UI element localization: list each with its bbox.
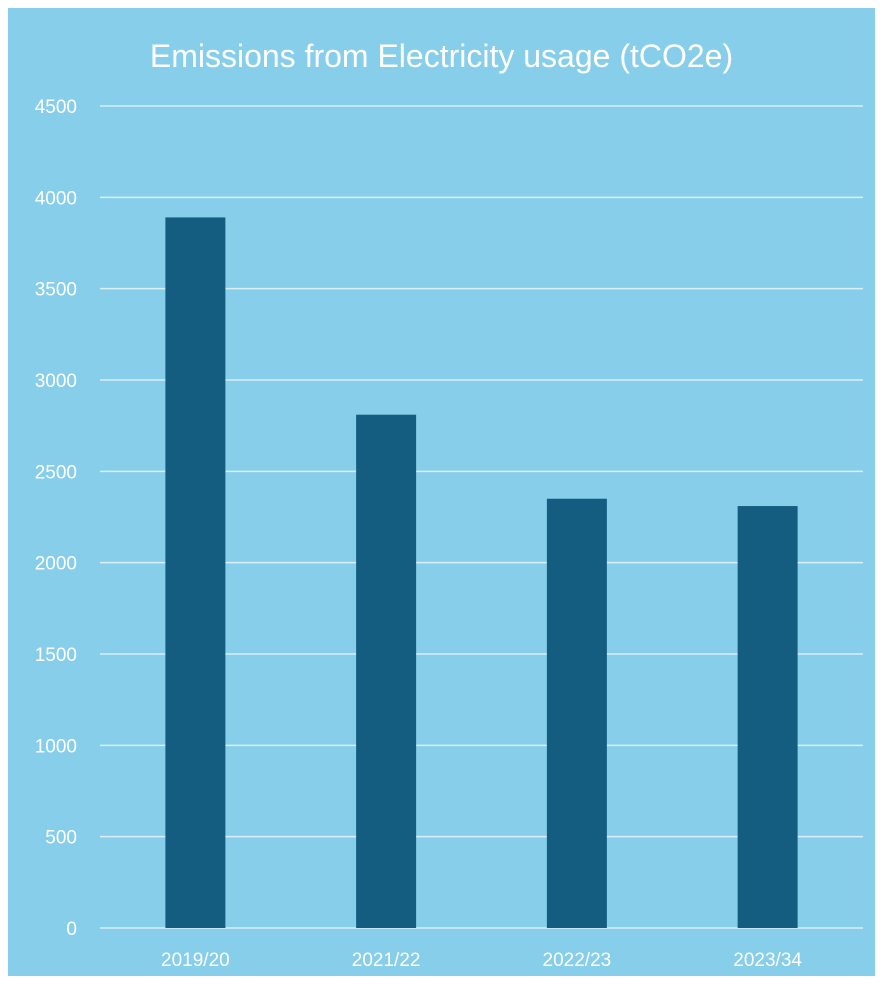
y-tick-label: 3500: [35, 280, 77, 301]
bar-2019-20: [165, 217, 226, 929]
y-tick-label: 4000: [35, 188, 77, 209]
x-tick-label: 2019/20: [161, 950, 230, 971]
y-tick-label: 500: [45, 828, 77, 849]
y-axis-ticks: 0 500 1000 1500 2000 2500 3000 3500 4000 4500: [35, 97, 77, 940]
chart-background: [8, 8, 875, 976]
bar-2023-34: [737, 506, 798, 928]
y-tick-label: 0: [66, 919, 77, 940]
x-tick-label: 2021/22: [352, 950, 421, 971]
x-tick-label: 2023/34: [733, 950, 802, 971]
gridlines: [100, 105, 863, 929]
y-tick-label: 1500: [35, 645, 77, 666]
y-tick-label: 1000: [35, 736, 77, 757]
y-tick-label: 4500: [35, 97, 77, 118]
chart-title: Emissions from Electricity usage (tCO2e): [149, 38, 734, 74]
y-tick-label: 3000: [35, 371, 77, 392]
x-tick-label: 2022/23: [543, 950, 612, 971]
x-axis-ticks: 2019/20 2021/22 2022/23 2023/34: [161, 950, 802, 971]
bars: [165, 217, 798, 929]
y-tick-label: 2500: [35, 462, 77, 483]
bar-2022-23: [546, 498, 607, 928]
bar-2021-22: [356, 414, 417, 928]
y-tick-label: 2000: [35, 554, 77, 575]
